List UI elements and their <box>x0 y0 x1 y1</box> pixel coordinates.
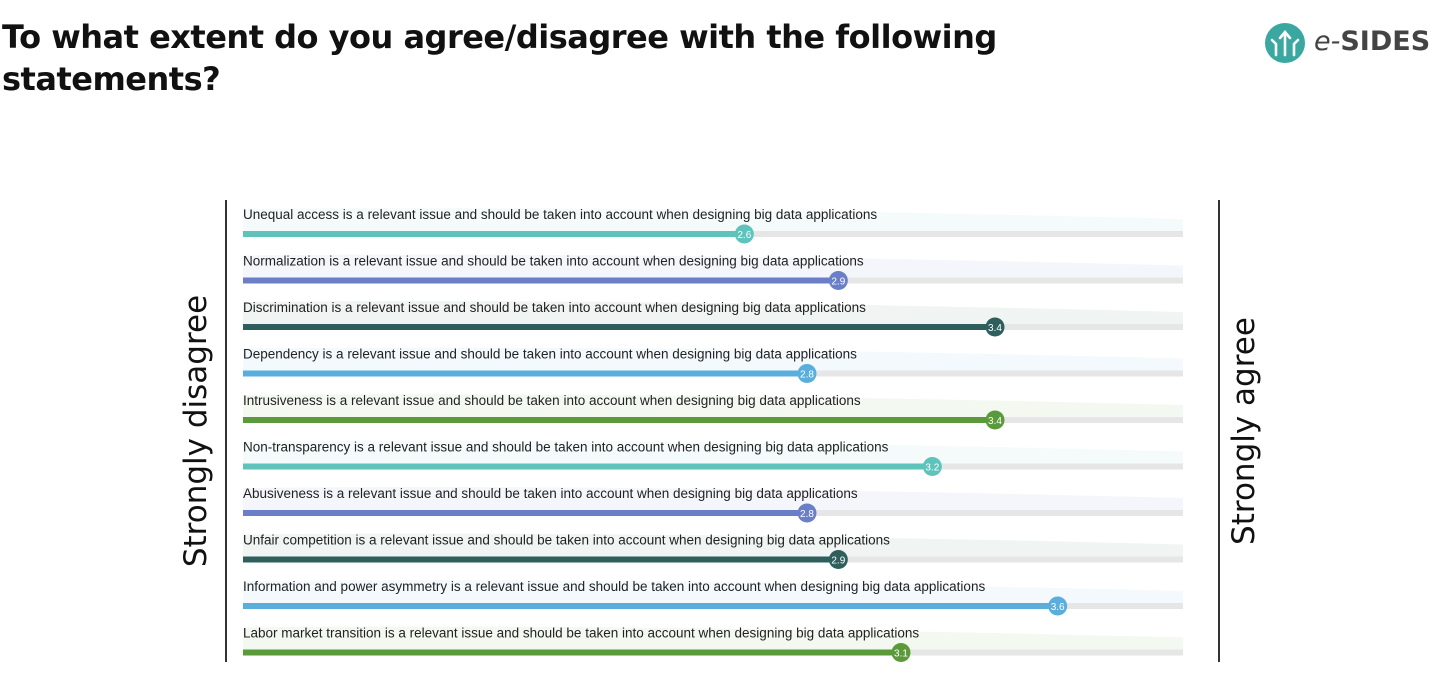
category-label: Discrimination is a relevant issue and s… <box>243 300 866 315</box>
bar <box>243 277 839 284</box>
chart-row: Unequal access is a relevant issue and s… <box>243 207 1183 244</box>
bar <box>243 370 807 377</box>
arrows-circle-icon <box>1265 23 1305 63</box>
category-label: Intrusiveness is a relevant issue and sh… <box>243 393 861 408</box>
chart-row: Information and power asymmetry is a rel… <box>243 579 1183 616</box>
e-sides-logo: e-SIDES <box>1264 22 1430 64</box>
left-axis-line <box>225 200 227 662</box>
value-marker <box>922 457 942 476</box>
value-marker <box>734 224 754 244</box>
category-label: Information and power asymmetry is a rel… <box>243 579 985 594</box>
distribution-ribbon <box>243 254 1183 278</box>
page-title: To what extent do you agree/disagree wit… <box>2 18 997 98</box>
bar <box>243 649 901 656</box>
chart-row: Intrusiveness is a relevant issue and sh… <box>243 393 1183 430</box>
bar <box>243 463 933 470</box>
value-marker <box>1048 596 1068 616</box>
value-label: 3.6 <box>1051 602 1065 613</box>
right-axis-line <box>1218 200 1220 662</box>
category-label: Unfair competition is a relevant issue a… <box>243 533 890 548</box>
value-marker <box>797 364 817 383</box>
category-label: Dependency is a relevant issue and shoul… <box>243 347 857 362</box>
bar <box>243 510 807 516</box>
chart-row: Labor market transition is a relevant is… <box>243 626 1183 662</box>
value-label: 3.1 <box>894 649 908 660</box>
value-label: 3.2 <box>925 463 939 474</box>
value-label: 2.6 <box>737 230 751 241</box>
category-label: Non-transparency is a relevant issue and… <box>243 440 889 455</box>
distribution-ribbon <box>243 487 1183 510</box>
value-marker <box>891 643 911 662</box>
value-marker <box>828 550 848 569</box>
bar <box>243 603 1058 609</box>
bar <box>243 231 745 237</box>
logo-prefix: e- <box>1314 26 1341 57</box>
value-marker <box>828 271 848 290</box>
distribution-ribbon <box>243 301 1183 324</box>
value-marker <box>985 410 1005 430</box>
value-label: 3.4 <box>988 323 1002 334</box>
bar <box>243 556 839 563</box>
value-marker <box>797 503 817 523</box>
logo-name: SIDES <box>1340 26 1430 57</box>
distribution-ribbon <box>243 347 1183 371</box>
bar <box>243 417 995 423</box>
value-label: 2.8 <box>800 370 814 381</box>
distribution-ribbon <box>243 626 1183 650</box>
category-label: Unequal access is a relevant issue and s… <box>243 207 877 222</box>
distribution-ribbon <box>243 394 1183 417</box>
category-label: Labor market transition is a relevant is… <box>243 626 919 641</box>
distribution-ribbon <box>243 533 1183 557</box>
chart-row: Non-transparency is a relevant issue and… <box>243 440 1183 476</box>
chart-row: Dependency is a relevant issue and shoul… <box>243 347 1183 383</box>
category-label: Abusiveness is a relevant issue and shou… <box>243 486 858 501</box>
value-label: 2.8 <box>800 509 814 520</box>
value-marker <box>985 317 1005 337</box>
distribution-ribbon <box>243 208 1183 231</box>
distribution-ribbon <box>243 580 1183 603</box>
distribution-ribbon <box>243 440 1183 464</box>
chart-row: Normalization is a relevant issue and sh… <box>243 254 1183 290</box>
chart-row: Abusiveness is a relevant issue and shou… <box>243 486 1183 523</box>
category-label: Normalization is a relevant issue and sh… <box>243 254 864 269</box>
chart-row: Unfair competition is a relevant issue a… <box>243 533 1183 569</box>
logo-text: e-SIDES <box>1314 26 1430 57</box>
bar <box>243 324 995 330</box>
value-label: 3.4 <box>988 416 1002 427</box>
chart-row: Discrimination is a relevant issue and s… <box>243 300 1183 337</box>
value-label: 2.9 <box>831 277 845 288</box>
value-label: 2.9 <box>831 556 845 567</box>
